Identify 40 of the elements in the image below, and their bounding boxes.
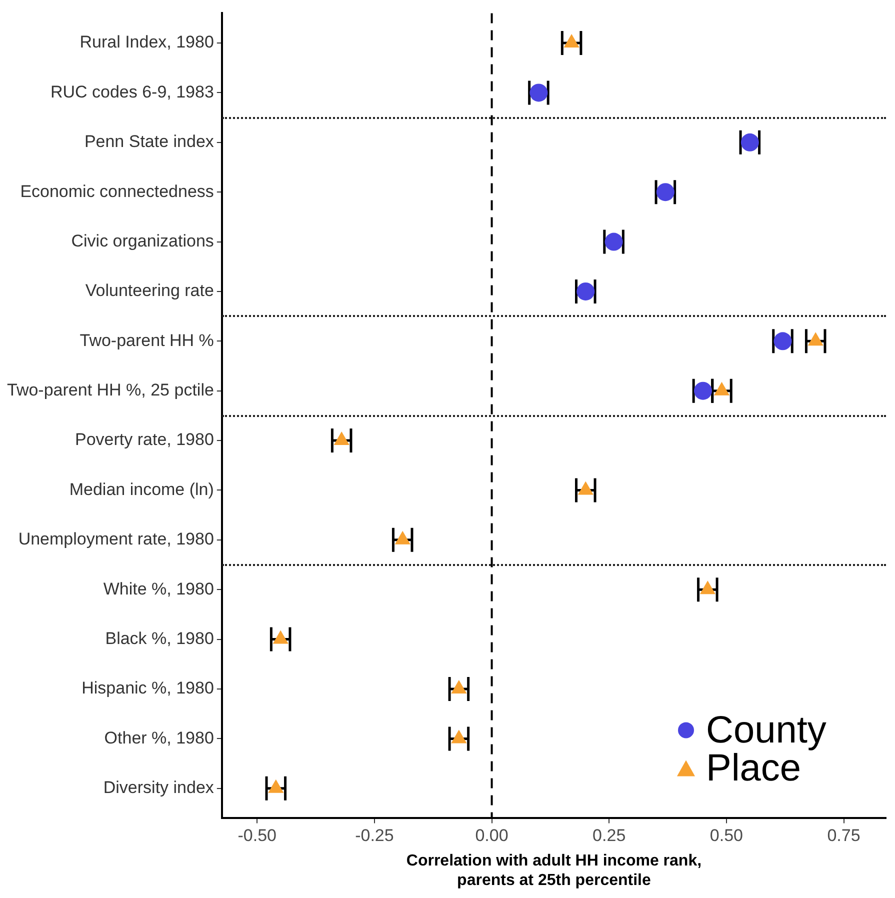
y-tick-label: RUC codes 6-9, 1983	[50, 82, 214, 102]
y-tick-label: Unemployment rate, 1980	[18, 530, 214, 549]
x-tick-label: -0.50	[238, 826, 276, 846]
point	[656, 183, 674, 202]
y-tick-label: Poverty rate, 1980	[75, 430, 214, 450]
point	[394, 530, 410, 544]
point	[268, 779, 284, 793]
point	[604, 232, 623, 251]
y-tick-label: Median income (ln)	[69, 480, 214, 499]
y-tick-label: Hispanic %, 1980	[82, 678, 214, 698]
x-tick-label: -0.25	[355, 826, 394, 846]
y-tick-label: Civic organizations	[71, 231, 214, 250]
y-tick-label: Two-parent HH %	[80, 330, 214, 350]
point	[694, 382, 712, 400]
x-tick-label: 0.50	[710, 826, 743, 846]
point	[714, 382, 730, 396]
y-tick-label: Two-parent HH %, 25 pctile	[7, 380, 214, 400]
y-tick-label: Economic connectedness	[20, 182, 214, 201]
point	[334, 432, 350, 446]
point	[808, 332, 824, 346]
y-tick-label: Diversity index	[103, 778, 214, 798]
point	[530, 84, 548, 102]
y-tick-label: Volunteering rate	[85, 281, 214, 300]
y-tick-label: Other %, 1980	[104, 728, 214, 748]
point	[272, 630, 288, 644]
y-tick-label: Black %, 1980	[105, 629, 214, 648]
x-axis-title: Correlation with adult HH income rank, parents at 25th percentile	[406, 852, 702, 889]
y-tick-label: Penn State index	[84, 132, 214, 152]
point	[740, 133, 759, 152]
point	[700, 580, 716, 594]
point	[451, 730, 467, 744]
x-tick-label: 0.25	[592, 826, 626, 846]
x-tick-label: 0.00	[475, 826, 508, 846]
point	[451, 680, 467, 694]
point	[578, 481, 594, 495]
point	[576, 282, 595, 300]
y-tick-label: White %, 1980	[103, 579, 214, 598]
y-tick-label: Rural Index, 1980	[80, 32, 214, 52]
point	[774, 332, 792, 350]
x-tick-label: 0.75	[827, 826, 860, 846]
